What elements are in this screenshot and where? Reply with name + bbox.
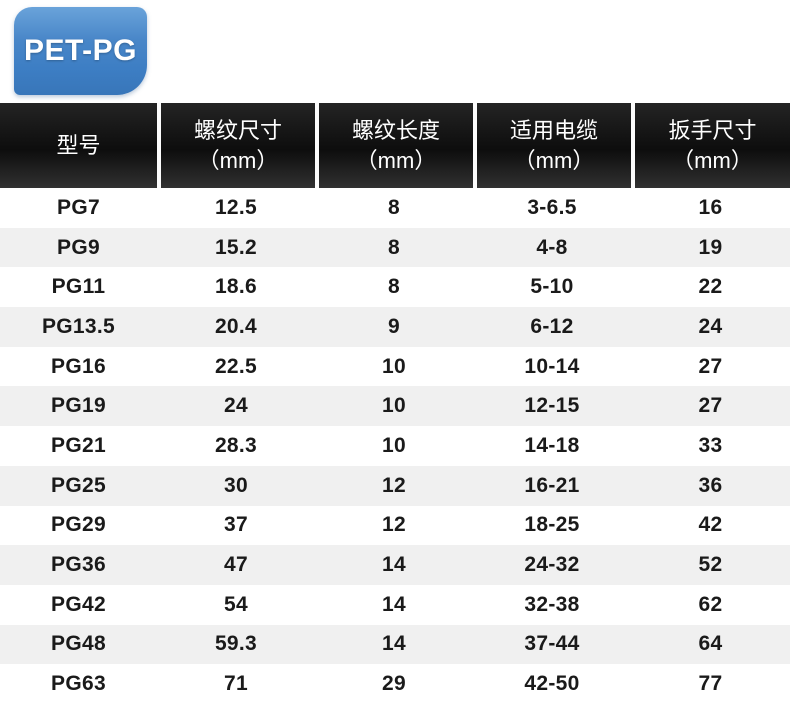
table-row: PG25 30 12 16-21 36 [0,465,790,506]
table-cell: 9 [388,314,400,338]
table-cell: PG42 [51,592,106,616]
table-cell: 14 [382,592,406,616]
table-cell: 14 [382,632,406,656]
table-cell: 22 [698,275,723,299]
table-cell: PG25 [51,473,106,497]
table-cell: 22.5 [214,354,258,378]
table-cell: 10-14 [524,354,580,378]
table-row: PG19 24 10 12-15 27 [0,386,790,427]
table-row: PG16 22.5 10 10-14 27 [0,346,790,387]
table-cell: PG21 [51,433,106,457]
column-header-label: 扳手尺寸 [668,117,757,143]
table-cell: 27 [698,394,723,418]
series-badge: PET-PG [14,7,147,95]
column-header-label: 型号 [56,132,101,158]
table-cell: PG36 [51,553,106,577]
table-cell: 37 [224,513,248,537]
table-cell: 12 [382,473,406,497]
table-cell: 33 [698,433,723,457]
table-cell: 47 [224,553,248,577]
table-cell: 10 [382,433,406,457]
table-cell: 5-10 [530,275,574,299]
table-cell: 16 [698,195,723,219]
table-cell: PG11 [51,275,106,299]
column-header-label: 适用电缆 [509,117,598,143]
table-cell: 52 [698,553,723,577]
table-cell: 15.2 [214,235,258,259]
column-header-thread-size: 螺纹尺寸 （mm） [157,103,315,188]
table-cell: 24 [224,394,248,418]
table-cell: 29 [382,672,406,696]
column-header-label: 螺纹尺寸 [193,117,282,143]
table-cell: 36 [698,473,723,497]
table-cell: 20.4 [214,314,258,338]
table-row: PG13.5 20.4 9 6-12 24 [0,307,790,347]
table-header-row: 型号 螺纹尺寸 （mm） 螺纹长度 （mm） 适用电缆 （mm） 扳手尺寸 （m… [0,103,790,188]
table-cell: 18-25 [524,513,580,537]
table-cell: 14-18 [524,433,580,457]
table-cell: 14 [382,553,406,577]
table-row: PG29 37 12 18-25 42 [0,505,790,546]
table-cell: PG7 [57,195,100,219]
table-cell: PG48 [51,632,106,656]
column-header-label: 螺纹长度 [351,117,440,143]
table-cell: PG13.5 [41,314,115,338]
table-row: PG63 71 29 42-50 77 [0,664,790,704]
table-cell: 8 [388,195,400,219]
table-cell: 4-8 [536,235,568,259]
series-badge-label: PET-PG [23,34,138,67]
spec-table: 型号 螺纹尺寸 （mm） 螺纹长度 （mm） 适用电缆 （mm） 扳手尺寸 （m… [0,103,790,704]
column-header-unit: （mm） [672,147,753,173]
table-cell: 8 [388,275,400,299]
table-cell: 71 [224,672,248,696]
table-row: PG11 18.6 8 5-10 22 [0,267,790,308]
table-cell: 42-50 [524,672,580,696]
table-cell: 19 [698,235,723,259]
table-row: PG48 59.3 14 37-44 64 [0,624,790,665]
table-cell: 30 [224,473,248,497]
table-cell: 59.3 [214,632,258,656]
table-cell: 24-32 [524,553,580,577]
table-cell: 10 [382,354,406,378]
column-header-cable-range: 适用电缆 （mm） [473,103,631,188]
table-cell: 54 [224,592,248,616]
table-cell: 24 [698,314,723,338]
table-cell: PG29 [51,513,106,537]
column-header-unit: （mm） [355,147,437,173]
table-cell: 3-6.5 [527,195,577,219]
table-cell: 18.6 [214,275,258,299]
table-cell: PG9 [57,235,100,259]
table-cell: 12.5 [214,195,258,219]
table-cell: 12-15 [524,394,580,418]
table-cell: 37-44 [524,632,580,656]
table-cell: 27 [698,354,723,378]
table-row: PG7 12.5 8 3-6.5 16 [0,188,790,228]
table-row: PG42 54 14 32-38 62 [0,584,790,625]
table-cell: 64 [698,632,723,656]
column-header-model: 型号 [0,103,157,188]
table-body: PG7 12.5 8 3-6.5 16 PG9 15.2 8 4-8 19 PG11 18.6 8 5-1… [0,188,790,704]
column-header-wrench-size: 扳手尺寸 （mm） [631,103,790,188]
table-cell: PG16 [51,354,106,378]
table-cell: 28.3 [214,433,258,457]
table-cell: PG63 [51,672,106,696]
table-row: PG9 15.2 8 4-8 19 [0,227,790,268]
table-cell: PG19 [51,394,106,418]
table-cell: 16-21 [524,473,580,497]
table-cell: 77 [698,672,723,696]
column-header-thread-length: 螺纹长度 （mm） [315,103,473,188]
column-header-unit: （mm） [197,147,279,173]
table-cell: 8 [388,235,400,259]
table-cell: 10 [382,394,406,418]
column-header-unit: （mm） [513,147,595,173]
table-cell: 12 [382,513,406,537]
table-cell: 6-12 [530,314,574,338]
table-cell: 32-38 [524,592,580,616]
table-row: PG21 28.3 10 14-18 33 [0,426,790,466]
table-cell: 42 [698,513,723,537]
table-cell: 62 [698,592,723,616]
table-row: PG36 47 14 24-32 52 [0,545,790,585]
